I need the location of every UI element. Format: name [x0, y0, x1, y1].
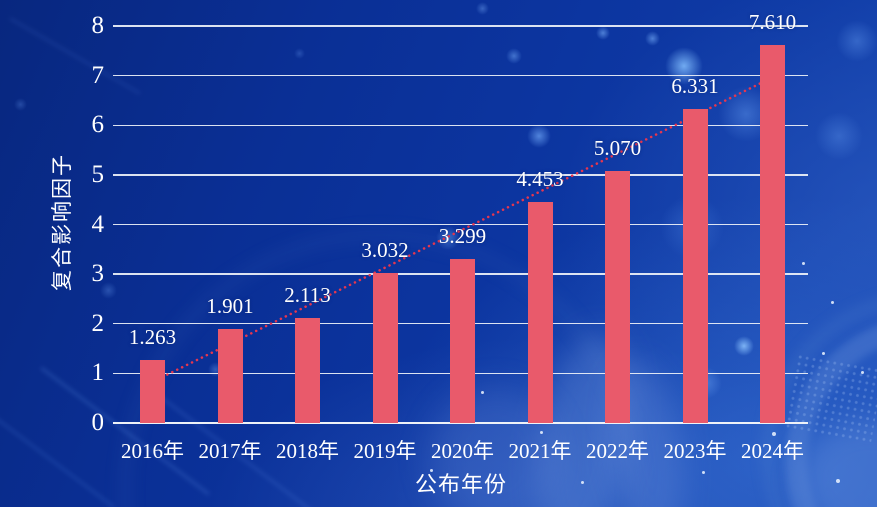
gridline [113, 74, 808, 77]
y-tick-label: 4 [91, 210, 105, 238]
x-tick-label: 2018年 [276, 439, 339, 463]
bar-value-label: 1.901 [206, 293, 254, 318]
x-tick-label: 2019年 [353, 439, 417, 463]
bar-value-label: 7.610 [748, 10, 797, 35]
bar [140, 360, 165, 423]
x-tick-label: 2024年 [741, 439, 804, 463]
bar-value-label: 3.032 [361, 237, 409, 262]
y-tick-label: 8 [91, 12, 105, 39]
bar [217, 328, 243, 423]
y-tick-label: 6 [91, 111, 105, 139]
x-tick-label: 2020年 [431, 439, 494, 463]
bar [682, 108, 708, 423]
x-tick-label: 2023年 [663, 439, 727, 463]
bar-value-label: 2.113 [284, 283, 331, 308]
y-tick-label: 7 [91, 61, 105, 89]
y-tick-label: 0 [91, 409, 105, 436]
x-tick-label: 2022年 [586, 439, 649, 463]
x-tick-label: 2021年 [508, 439, 572, 463]
x-tick-label: 2016年 [121, 439, 184, 463]
y-tick-label: 2 [91, 309, 105, 337]
bar-value-label: 1.263 [128, 325, 177, 350]
x-axis-line [113, 421, 808, 425]
x-axis-title: 公布年份 [414, 472, 507, 497]
bar [527, 202, 553, 423]
y-tick-label: 5 [91, 160, 105, 188]
x-tick-label: 2017年 [198, 439, 262, 463]
y-axis-title: 复合影响因子 [50, 153, 74, 291]
gridline [113, 25, 808, 27]
bar [760, 45, 785, 423]
bar-value-label: 3.299 [438, 224, 487, 249]
bar-value-label: 5.070 [593, 136, 642, 161]
bar [372, 272, 398, 423]
y-tick-label: 1 [91, 359, 105, 387]
bar [295, 318, 320, 423]
bar-value-label: 6.331 [671, 73, 719, 98]
bar-value-label: 4.453 [516, 167, 564, 192]
y-tick-label: 3 [91, 260, 105, 288]
bar [605, 171, 630, 423]
bar [450, 259, 475, 423]
